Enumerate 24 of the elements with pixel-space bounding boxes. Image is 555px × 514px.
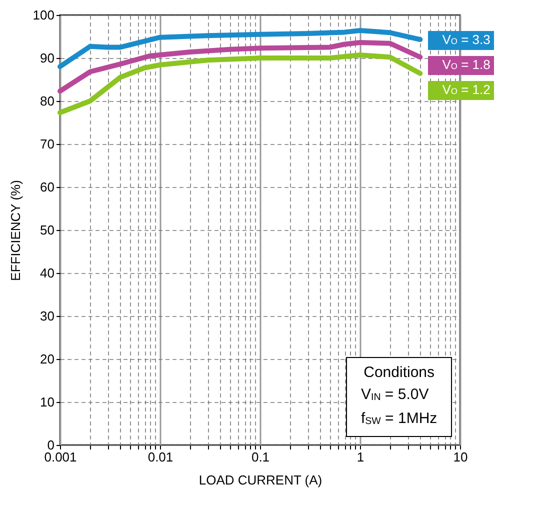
y-tick-label: 80: [40, 94, 54, 108]
y-tick-label: 0: [47, 438, 54, 452]
x-tick-label: 10: [453, 450, 468, 464]
annotation: V$_{IN}$ = 5.0V: [361, 385, 430, 405]
series-label: V$_{O}$ = 1.2: [428, 80, 494, 100]
y-tick-label: 20: [40, 352, 54, 366]
y-tick-label: 40: [40, 266, 54, 280]
annotation: f$_{SW}$ = 1MHz: [361, 409, 438, 429]
x-tick-label: 0.1: [251, 450, 270, 464]
y-tick-label: 50: [40, 222, 54, 238]
y-tick-label: 30: [40, 308, 54, 324]
y-axis-title: EFFICIENCY (%): [8, 180, 23, 281]
y-tick-label: 70: [40, 136, 54, 152]
y-tick-label: 100: [32, 8, 54, 22]
annotation: Conditions: [362, 363, 436, 383]
y-tick-label: 90: [40, 50, 54, 66]
y-tick-label: 10: [40, 394, 54, 410]
x-tick-label: 1: [356, 450, 364, 464]
x-axis-title: LOAD CURRENT (A): [198, 472, 322, 488]
series-label: V$_{O}$ = 1.8: [428, 56, 494, 74]
x-tick-label: 0.001: [44, 450, 77, 464]
y-tick-label: 60: [40, 180, 54, 194]
series-label: V$_{O}$ = 3.3: [428, 30, 494, 50]
x-tick-label: 0.01: [148, 450, 174, 464]
